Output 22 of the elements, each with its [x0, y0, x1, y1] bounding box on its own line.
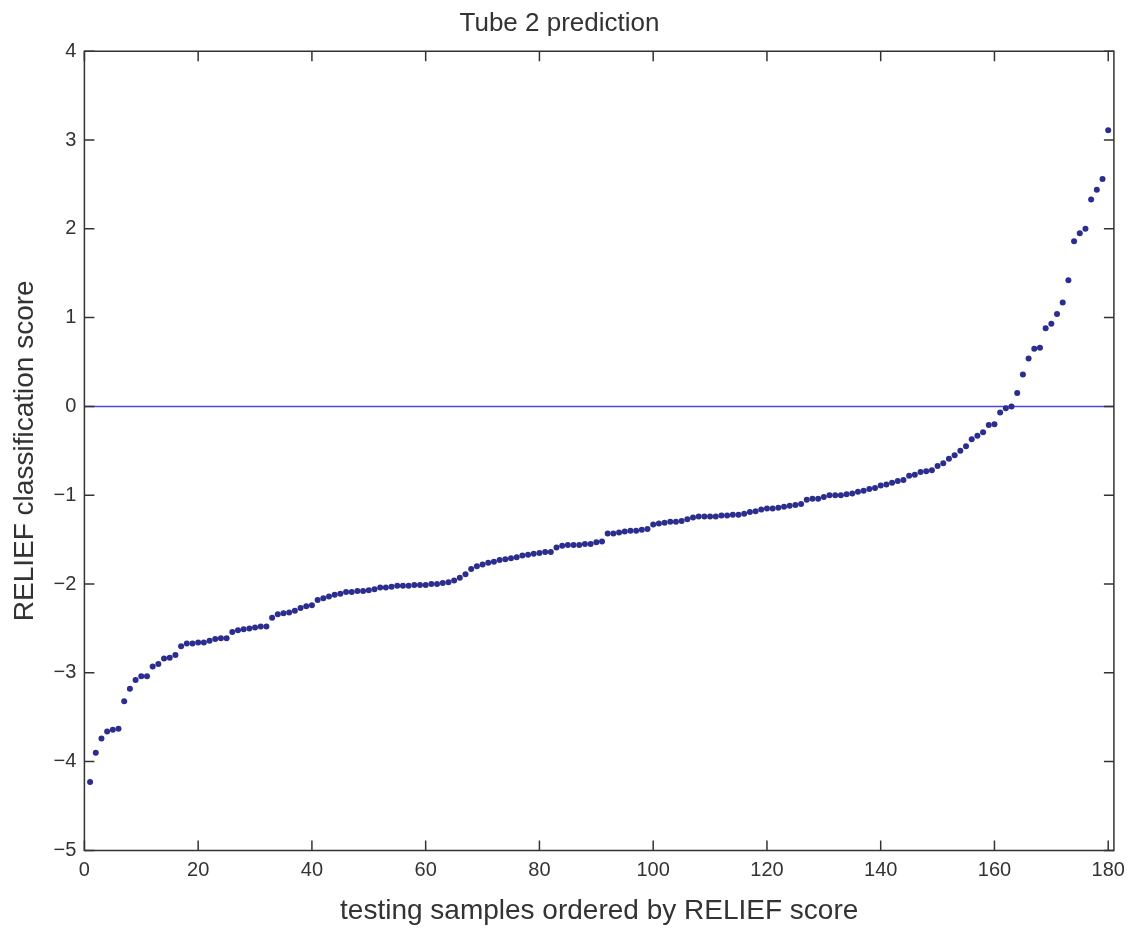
x-tick-label: 20: [187, 857, 210, 880]
x-tick-label: 100: [636, 857, 670, 880]
x-tick-label: 120: [750, 857, 784, 880]
x-tick-label: 60: [414, 857, 437, 880]
y-axis-title: RELIEF classification score: [7, 280, 39, 622]
y-tick-label: −5: [53, 837, 77, 860]
x-tick-label: 140: [864, 857, 898, 880]
x-tick-label: 40: [300, 857, 324, 880]
y-tick-label: −2: [53, 571, 77, 594]
x-axis-title: testing samples ordered by RELIEF score: [340, 893, 859, 925]
y-tick-label: −4: [53, 749, 77, 772]
y-tick-label: 2: [65, 216, 77, 239]
y-tick-label: −3: [53, 660, 77, 683]
y-tick-label: 1: [65, 305, 77, 328]
chart-title: Tube 2 prediction: [459, 6, 660, 37]
x-tick-label: 180: [1091, 857, 1125, 880]
x-tick-label: 80: [528, 857, 551, 880]
x-tick-label: 160: [977, 857, 1012, 880]
y-tick-label: 0: [65, 393, 77, 416]
y-tick-label: 3: [65, 127, 77, 150]
y-tick-label: 4: [65, 38, 77, 61]
y-tick-label: −1: [53, 482, 77, 505]
